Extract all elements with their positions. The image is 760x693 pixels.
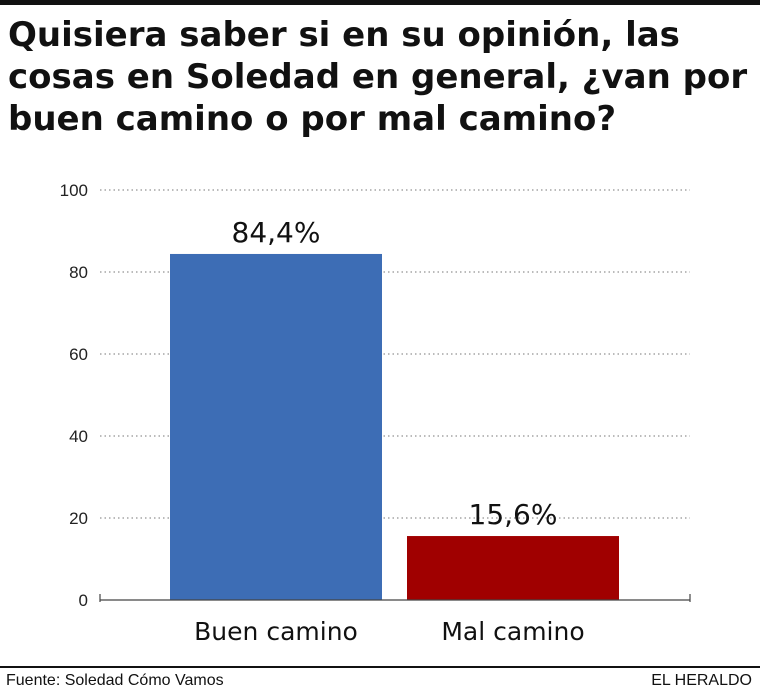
- x-axis: Buen camino Mal camino: [99, 594, 691, 646]
- bar-chart: 0 20 40 60 80 100 84,4% 15,6% Buen camino Mal c…: [60, 181, 691, 646]
- data-label: 15,6%: [469, 498, 558, 531]
- data-label: 84,4%: [232, 216, 321, 249]
- x-tick-label: Mal camino: [441, 617, 584, 646]
- top-rule: [0, 0, 760, 5]
- y-tick-label: 60: [69, 345, 88, 364]
- publisher-logo: EL HERALDO: [651, 672, 752, 689]
- y-tick-label: 40: [69, 427, 88, 446]
- y-tick-label: 100: [60, 181, 88, 200]
- value-labels: 84,4% 15,6%: [232, 216, 558, 531]
- bars: [170, 253, 619, 600]
- bar: [407, 536, 619, 600]
- gridlines: [100, 189, 690, 519]
- footer-rule: [0, 666, 760, 668]
- source-credit: Fuente: Soledad Cómo Vamos: [6, 672, 224, 689]
- bar: [170, 253, 382, 600]
- y-axis: 0 20 40 60 80 100: [60, 181, 88, 610]
- chart-title: Quisiera saber si en su opinión, las cos…: [8, 15, 748, 139]
- x-tick-label: Buen camino: [194, 617, 358, 646]
- y-tick-label: 0: [79, 591, 88, 610]
- y-tick-label: 80: [69, 263, 88, 282]
- y-tick-label: 20: [69, 509, 88, 528]
